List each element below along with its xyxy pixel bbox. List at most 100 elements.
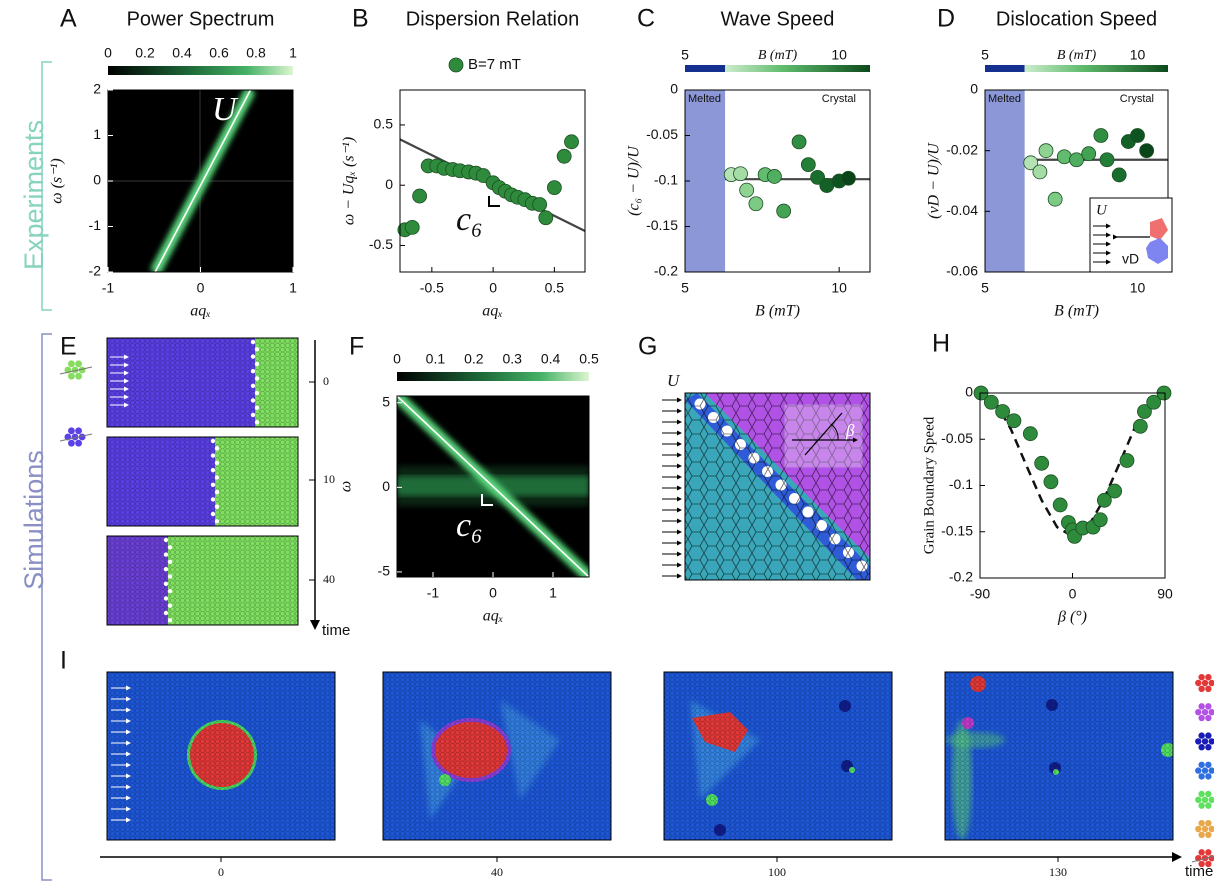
colorbar-tick-label: 0.6 (209, 45, 229, 61)
bracket (42, 334, 52, 880)
y-tick-label: -0.2 (654, 263, 678, 279)
data-point (1057, 150, 1071, 164)
boundary-particle (164, 611, 168, 615)
boundary-particle (164, 552, 168, 556)
melted-region (985, 90, 1025, 272)
time-tick-label: 130 (1049, 865, 1067, 879)
colorbar (108, 66, 293, 75)
time-axis-head (1172, 852, 1182, 862)
x-tick-label: 5 (681, 280, 689, 296)
cluster-particle (1198, 732, 1204, 738)
data-point (1108, 484, 1122, 498)
arrow-head (677, 442, 682, 447)
cluster-particle (1198, 744, 1204, 750)
arrow-head (677, 563, 682, 568)
chart-title: Dislocation Speed (996, 8, 1157, 30)
boundary-particle (168, 545, 172, 549)
boundary-particle (211, 453, 215, 457)
boundary-particle (255, 347, 259, 351)
data-point (1120, 454, 1134, 468)
x-axis-label: aqₓ (190, 303, 211, 320)
boundary-particle (251, 413, 255, 417)
boundary-particle (168, 589, 172, 593)
data-point (1093, 513, 1107, 527)
cluster-particle (68, 440, 75, 447)
x-tick-label: -0.5 (420, 280, 444, 296)
colorbar (725, 65, 870, 72)
cluster-particle (1198, 715, 1204, 721)
boundary-particle (255, 362, 259, 366)
data-point (792, 135, 806, 149)
boundary-particle (164, 567, 168, 571)
boundary-particle (251, 369, 255, 373)
boundary-particle (215, 446, 219, 450)
cluster-particle (1198, 791, 1204, 797)
cluster-particle (1198, 686, 1204, 692)
arrow-head (677, 574, 682, 579)
arrow-head (677, 497, 682, 502)
cluster-particle (1205, 715, 1211, 721)
cluster-particle (75, 373, 82, 380)
data-point (1131, 129, 1145, 143)
panel-label: D (937, 5, 955, 33)
data-point (841, 171, 855, 185)
cluster-particle (1202, 797, 1208, 803)
time-tick-label: 100 (768, 865, 786, 879)
cluster-particle (1198, 674, 1204, 680)
y-tick-label: 0 (670, 81, 678, 97)
boundary-particle (211, 483, 215, 487)
data-point (1133, 419, 1147, 433)
cluster-particle (1205, 849, 1211, 855)
colorbar-tick-label: 0.5 (579, 351, 599, 367)
x-axis-label: B (mT) (755, 303, 800, 320)
cluster-particle (1209, 709, 1214, 715)
colorbar-tick-label: 0.1 (426, 351, 446, 367)
boundary-particle (164, 582, 168, 586)
cluster-particle (1209, 797, 1214, 803)
y-axis-label: Grain Boundary Speed (921, 416, 937, 554)
data-point (820, 179, 834, 193)
cluster-particle (1205, 832, 1211, 838)
y-tick-label: 2 (93, 81, 101, 97)
x-axis-label: β (°) (1057, 609, 1087, 626)
cluster-particle (1205, 802, 1211, 808)
boundary-particle (211, 512, 215, 516)
y-axis-label: (c₆ − U)/U (626, 145, 643, 216)
data-point (1082, 147, 1096, 161)
colorbar-tick-label: 0 (104, 45, 112, 61)
data-point (1035, 456, 1049, 470)
y-tick-label: -0.02 (946, 141, 978, 157)
y-tick-label: 1 (93, 126, 101, 142)
region-label: Melted (988, 93, 1021, 105)
colorbar-tick-label: 5 (681, 47, 689, 63)
data-point (565, 135, 579, 149)
arrow-head (677, 464, 682, 469)
lattice (107, 338, 298, 427)
x-tick-label: -1 (427, 585, 440, 601)
y-axis-label: ω (338, 481, 355, 492)
boundary-particle (164, 538, 168, 542)
panel-label: F (349, 333, 364, 361)
annotation: c₆ (456, 201, 483, 238)
cluster-particle (1209, 826, 1214, 832)
cluster-particle (75, 440, 82, 447)
panel-label: C (637, 5, 655, 33)
boundary-particle (255, 391, 259, 395)
cluster-particle (75, 360, 82, 367)
cluster-particle (1195, 826, 1201, 832)
cluster-particle (1202, 709, 1208, 715)
colorbar (397, 372, 589, 381)
cluster-particle (1209, 680, 1214, 686)
data-point (1039, 144, 1053, 158)
x-tick-label: 0 (197, 280, 205, 296)
time-tick-label: 0 (323, 374, 329, 388)
time-label: time (322, 622, 350, 639)
cluster-particle (1198, 849, 1204, 855)
arrow-head (677, 475, 682, 480)
time-tick-label: 0 (218, 865, 224, 879)
y-axis-label: (vD − U)/U (926, 142, 943, 219)
boundary-particle (168, 574, 172, 578)
x-tick-label: 1 (549, 585, 557, 601)
cluster-particle (68, 427, 75, 434)
melted-region (685, 90, 725, 272)
